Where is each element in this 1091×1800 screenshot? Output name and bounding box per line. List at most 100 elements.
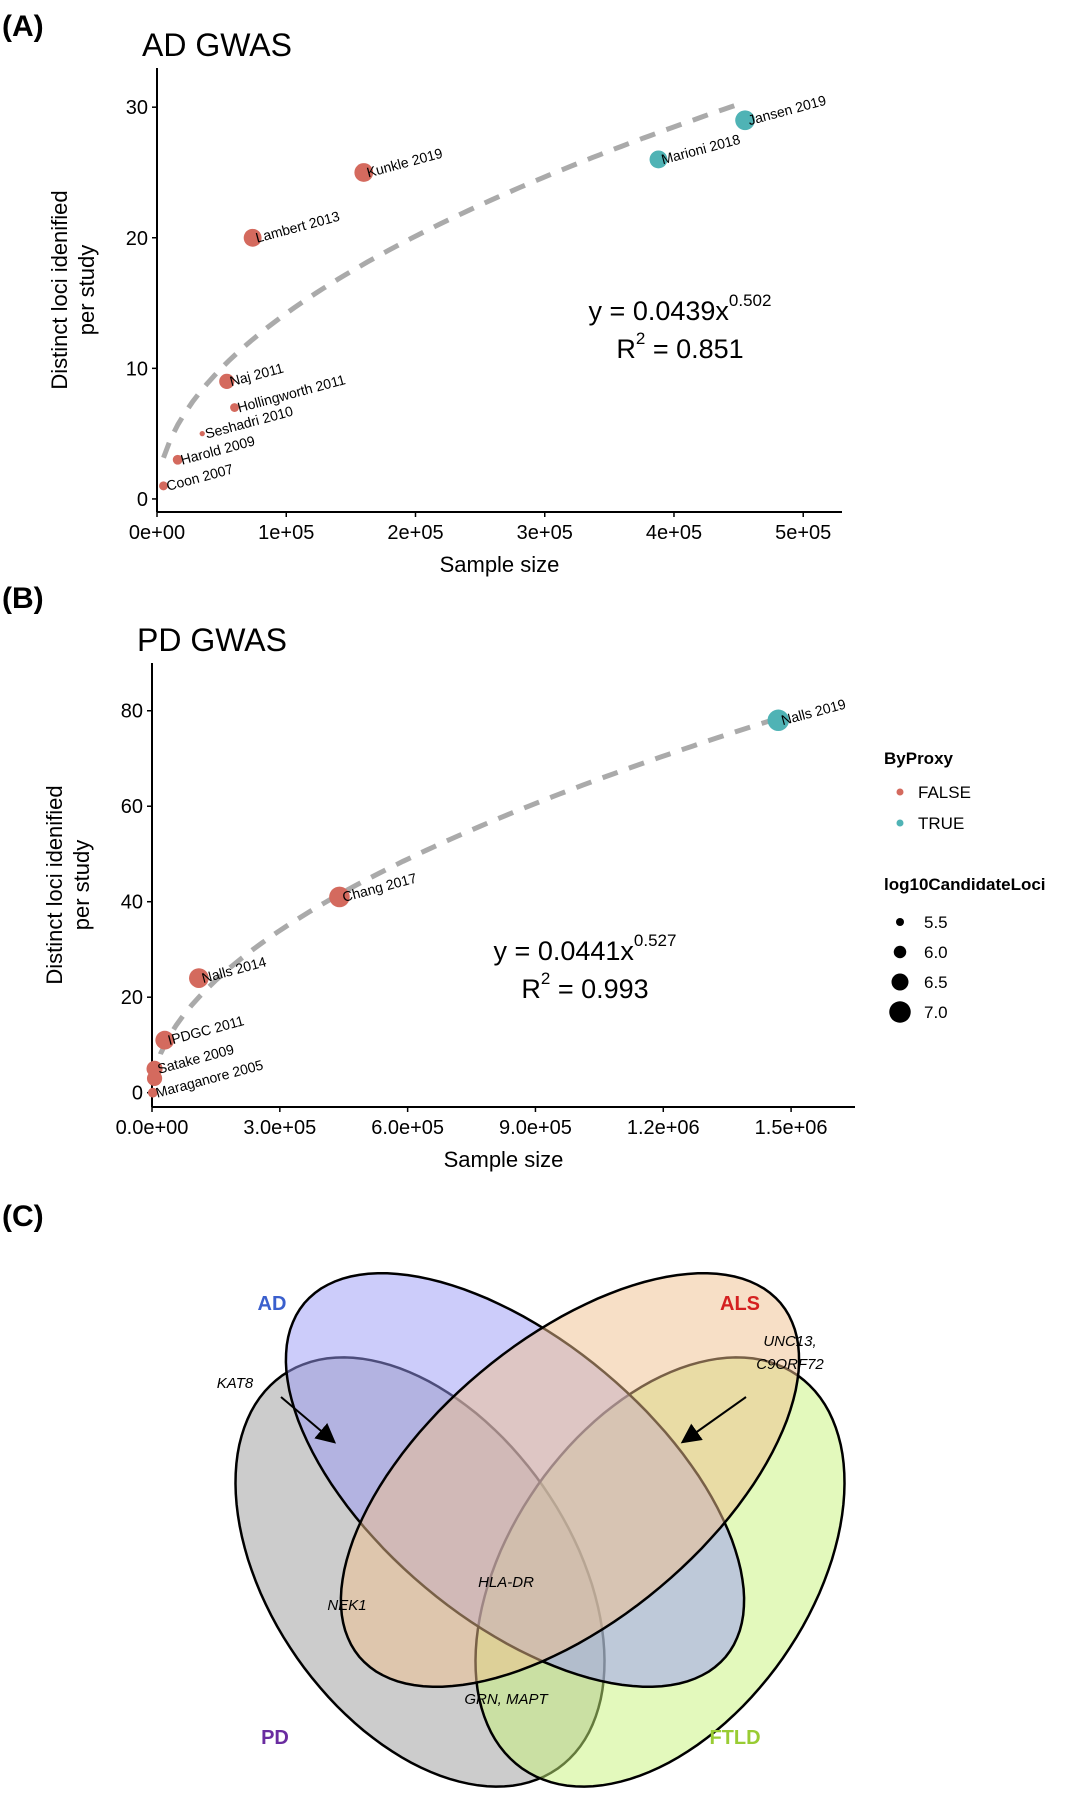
- pd-point: [329, 886, 350, 908]
- legend-size-swatch: [896, 918, 904, 926]
- pd-r-squared-exponent: 2: [541, 969, 550, 988]
- venn-label-pd: PD: [261, 1727, 289, 1749]
- pd-x-tick-label: 3.0e+05: [243, 1117, 316, 1139]
- pd-r-squared: R2 = 0.993: [521, 969, 648, 1004]
- legend: ByProxy log10CandidateLoci FALSE TRUE 5.5 6…: [884, 749, 1046, 1023]
- gene-grn-mapt: GRN, MAPT: [464, 1691, 549, 1708]
- ad-y-tick-label: 20: [126, 228, 148, 250]
- legend-proxy-label: TRUE: [918, 814, 964, 833]
- ad-point: [172, 454, 183, 465]
- ad-x-tick-label: 4e+05: [646, 522, 702, 544]
- ad-y-axis-label-line2: per study: [74, 245, 99, 336]
- pd-x-tick-label: 1.5e+06: [755, 1117, 828, 1139]
- venn-label-ad: AD: [258, 1293, 287, 1315]
- legend-proxy-swatch: [896, 819, 904, 827]
- pd-y-tick-label: 40: [121, 892, 143, 914]
- ad-point: [230, 403, 239, 412]
- gene-hla-dr: HLA-DR: [478, 1574, 534, 1591]
- ad-fit-line: [161, 99, 746, 459]
- pd-y-axis-label-line2: per study: [69, 840, 94, 931]
- ad-point: [354, 163, 374, 182]
- venn-label-ftld: FTLD: [709, 1727, 760, 1749]
- kat8-arrow: [280, 1396, 337, 1444]
- pd-y-tick-label: 80: [121, 701, 143, 723]
- pd-point-label: Nalls 2014: [200, 953, 268, 986]
- pd-title: PD GWAS: [137, 622, 287, 658]
- venn-label-als: ALS: [720, 1293, 760, 1315]
- pd-x-tick-label: 0.0e+00: [116, 1117, 189, 1139]
- pd-point: [147, 1087, 158, 1098]
- legend-size-swatch: [889, 1001, 911, 1023]
- pd-y-tick-label: 0: [132, 1083, 143, 1105]
- legend-proxy-title: ByProxy: [884, 749, 954, 768]
- ad-title: AD GWAS: [142, 27, 292, 63]
- pd-gwas-chart: PD GWAS 0 20 40 60 80 0.0e+00 3.0e+05 6.0e+05 9.0…: [42, 622, 855, 1172]
- ad-point: [219, 373, 235, 390]
- ad-point-label: Kunkle 2019: [365, 145, 445, 181]
- ad-y-tick-label: 0: [137, 489, 148, 511]
- legend-proxy-swatch: [896, 788, 904, 796]
- ad-x-axis-label: Sample size: [440, 552, 560, 577]
- ad-point-label: Lambert 2013: [254, 208, 342, 246]
- legend-proxy-label: FALSE: [918, 783, 971, 802]
- pd-point: [767, 709, 790, 732]
- ad-x-tick-label: 2e+05: [387, 522, 443, 544]
- pd-r-squared-value: = 0.993: [550, 974, 648, 1004]
- gene-c9orf72: C9ORF72: [756, 1356, 824, 1373]
- pd-point-label: IPDGC 2011: [166, 1012, 246, 1048]
- ad-y-axis-label-line1: Distinct loci idenified: [47, 190, 72, 389]
- pd-fit-line: [150, 715, 780, 1082]
- ad-gwas-chart: AD GWAS 0 10 20 30 0e+00 1e+05 2e+05 3e+05 4e+05 5…: [47, 27, 842, 577]
- ad-point-label: Marioni 2018: [660, 131, 743, 167]
- pd-y-tick-label: 20: [121, 987, 143, 1009]
- pd-point: [155, 1030, 175, 1050]
- legend-size-label: 6.5: [924, 973, 948, 992]
- gene-kat8: KAT8: [217, 1375, 254, 1392]
- ad-equation: y = 0.0439x0.502: [589, 291, 772, 326]
- pd-equation: y = 0.0441x0.527: [494, 931, 677, 966]
- ad-x-tick-label: 0e+00: [129, 522, 185, 544]
- legend-size-label: 7.0: [924, 1003, 948, 1022]
- ad-r-squared: R2 = 0.851: [616, 329, 743, 364]
- ad-point: [159, 481, 168, 491]
- pd-point-label: Nalls 2019: [779, 696, 847, 729]
- gene-unc13: UNC13,: [763, 1333, 816, 1350]
- ad-point-label: Jansen 2019: [746, 92, 828, 128]
- legend-size-label: 5.5: [924, 913, 948, 932]
- venn-diagram: AD ALS PD FTLD KAT8 UNC13, C9ORF72 NEK1 …: [217, 1272, 846, 1788]
- ad-y-tick-label: 10: [126, 358, 148, 380]
- pd-y-axis-label-line1: Distinct loci idenified: [42, 785, 67, 984]
- ad-x-tick-label: 3e+05: [517, 522, 573, 544]
- legend-size-swatch: [891, 973, 909, 991]
- gene-nek1: NEK1: [327, 1597, 366, 1614]
- panel-label-b: (B): [2, 582, 44, 615]
- legend-size-swatch: [893, 945, 907, 959]
- ad-point: [735, 110, 755, 131]
- venn-set-als: [339, 1272, 801, 1688]
- pd-equation-exponent: 0.527: [634, 931, 677, 950]
- ad-equation-exponent: 0.502: [729, 291, 772, 310]
- panel-label-c: (C): [2, 1200, 44, 1233]
- pd-point: [146, 1060, 163, 1077]
- pd-x-tick-label: 6.0e+05: [371, 1117, 444, 1139]
- legend-size-label: 6.0: [924, 943, 948, 962]
- ad-r-squared-exponent: 2: [636, 329, 645, 348]
- ad-point: [243, 228, 262, 247]
- panel-label-a: (A): [2, 10, 44, 43]
- ad-point: [199, 430, 205, 437]
- unc13-arrow: [680, 1396, 747, 1444]
- legend-size-title: log10CandidateLoci: [884, 875, 1046, 894]
- ad-x-tick-label: 1e+05: [258, 522, 314, 544]
- pd-point: [189, 968, 209, 988]
- ad-x-tick-label: 5e+05: [775, 522, 831, 544]
- pd-x-tick-label: 9.0e+05: [499, 1117, 572, 1139]
- ad-point-label: Naj 2011: [228, 360, 285, 390]
- ad-point: [649, 150, 668, 169]
- pd-x-axis-label: Sample size: [444, 1147, 564, 1172]
- pd-x-tick-label: 1.2e+06: [627, 1117, 700, 1139]
- ad-r-squared-value: = 0.851: [645, 334, 743, 364]
- ad-point-label: Coon 2007: [165, 461, 236, 494]
- pd-y-tick-label: 60: [121, 796, 143, 818]
- ad-y-tick-label: 30: [126, 97, 148, 119]
